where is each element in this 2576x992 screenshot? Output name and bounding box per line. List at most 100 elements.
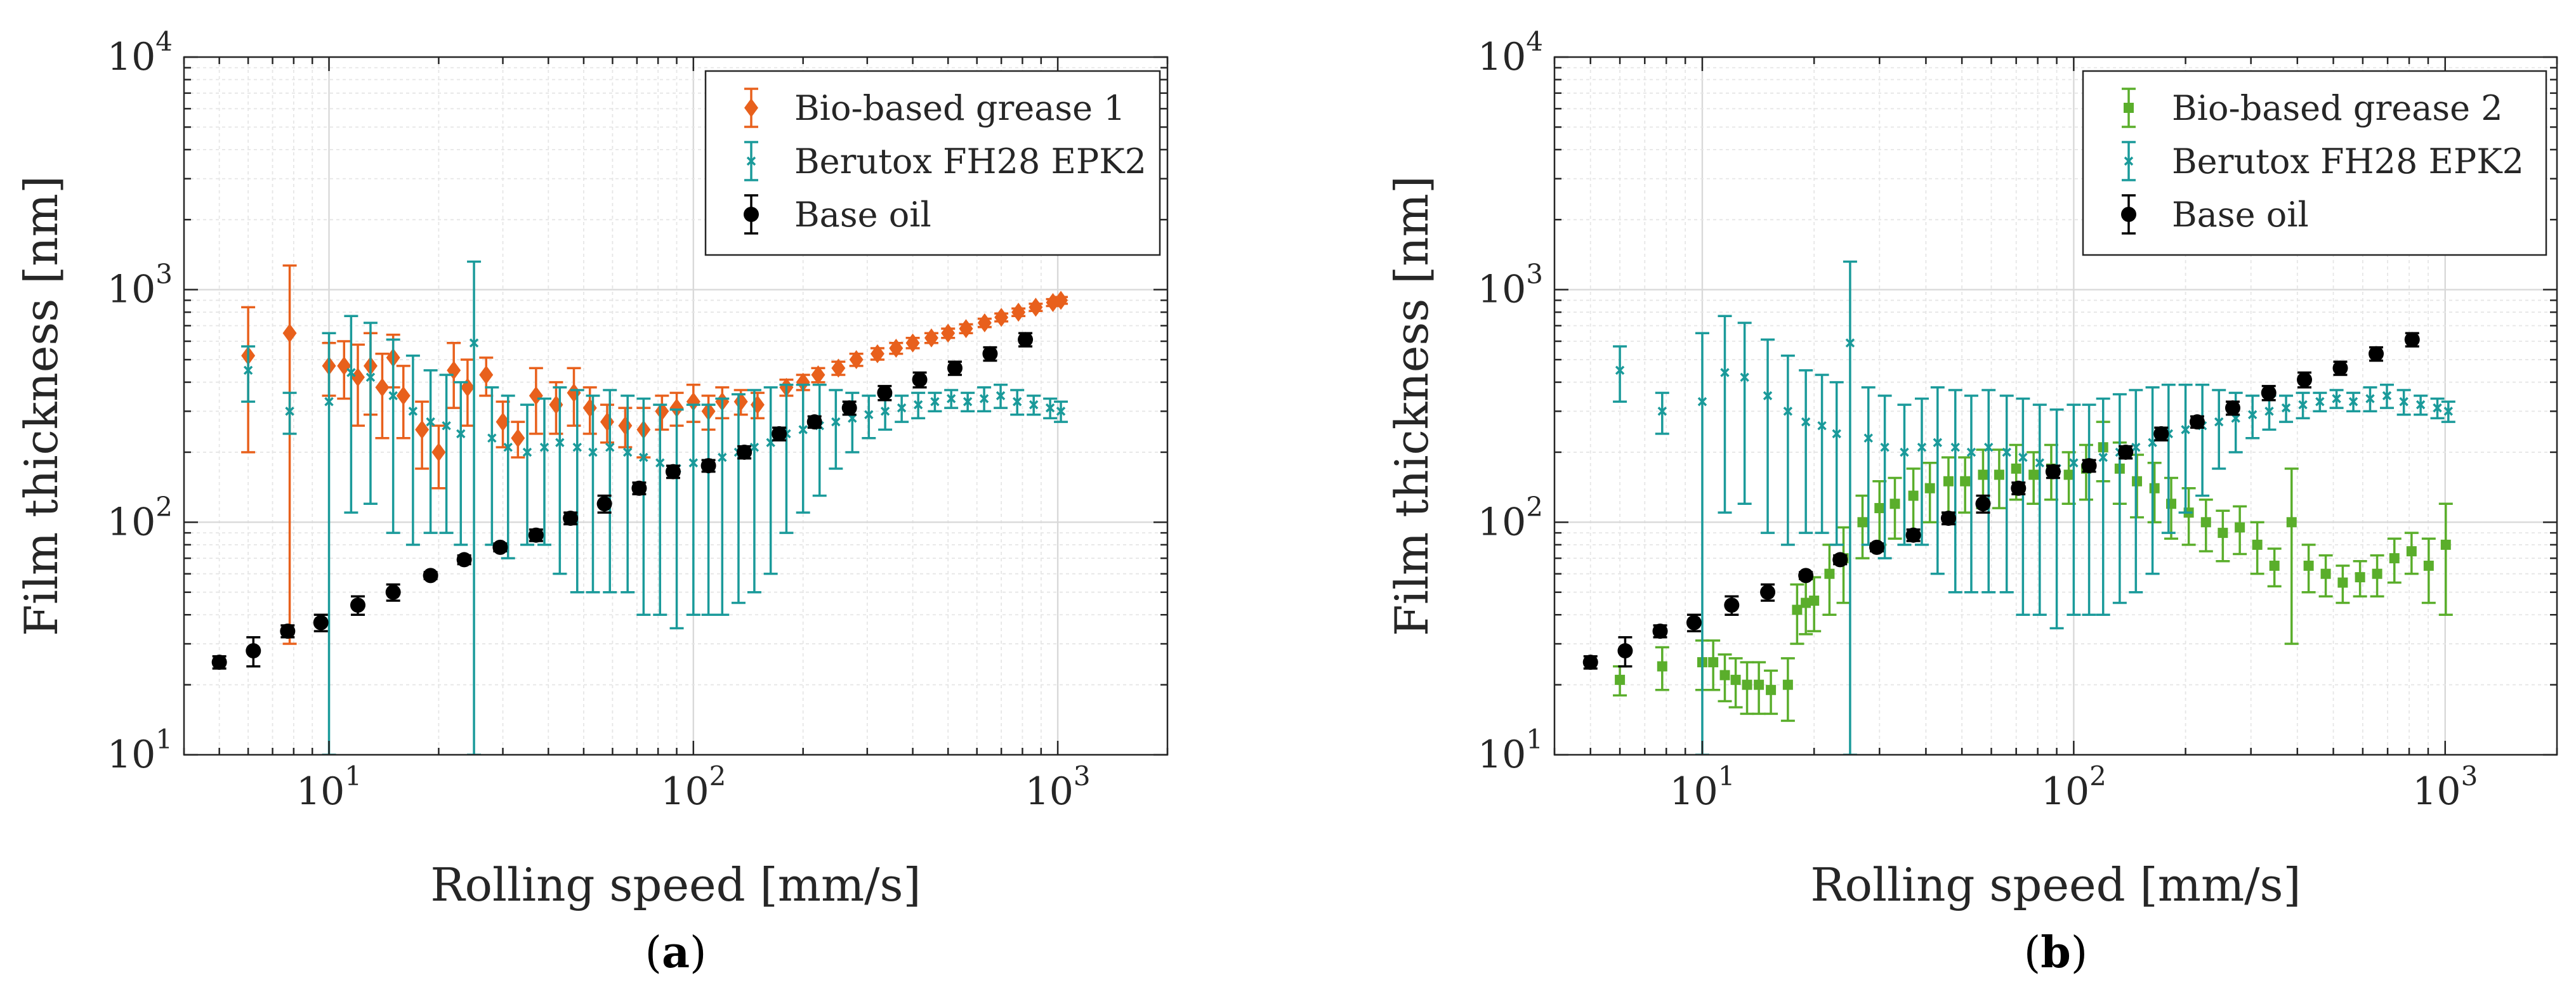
error-bar — [467, 260, 482, 755]
data-point — [2297, 372, 2313, 388]
data-point — [870, 344, 884, 363]
data-point — [1905, 527, 1921, 543]
error-bar — [763, 386, 778, 575]
y-tick-label-exponent: 2 — [155, 491, 173, 522]
data-point — [2365, 394, 2375, 403]
error-bar — [2112, 393, 2127, 604]
data-point — [567, 383, 581, 403]
data-point — [563, 511, 579, 526]
error-bar — [241, 345, 256, 403]
data-point — [1869, 539, 1884, 555]
data-point — [733, 392, 748, 412]
data-point — [1832, 429, 1841, 439]
error-bar — [405, 355, 420, 546]
data-point — [1657, 407, 1667, 416]
data-point — [2389, 553, 2400, 564]
data-point — [2189, 414, 2205, 430]
error-bar — [1761, 338, 1775, 534]
error-bar — [1877, 395, 1892, 559]
plot-area — [1582, 260, 2455, 755]
data-point — [280, 623, 296, 639]
error-bar — [1843, 260, 1857, 755]
axes-frame — [1553, 56, 2558, 756]
data-point — [1054, 290, 1068, 310]
series-0 — [241, 264, 1068, 645]
data-point — [798, 425, 808, 434]
data-point — [246, 643, 261, 659]
legend-label: Berutox FH28 EPK2 — [794, 141, 1147, 181]
x-tick-label: 101 — [296, 760, 362, 814]
error-bar — [621, 395, 635, 594]
data-point — [596, 496, 612, 512]
y-tick-label-base: 10 — [107, 733, 155, 777]
error-bar — [322, 332, 336, 755]
x-axis-label: Rolling speed [mm/s] — [1810, 858, 2301, 911]
error-bar — [1718, 315, 1732, 514]
data-point — [2281, 403, 2291, 413]
data-point — [2303, 560, 2314, 571]
x-tick-label-exponent: 1 — [345, 760, 362, 792]
data-point — [447, 360, 461, 380]
panel-label-letter: a — [662, 927, 690, 978]
data-point — [979, 394, 989, 403]
data-point — [2286, 517, 2297, 528]
data-point — [1766, 684, 1777, 695]
data-point — [1615, 674, 1626, 685]
data-point — [1782, 679, 1793, 690]
data-point — [2369, 346, 2384, 362]
data-point — [2018, 452, 2028, 462]
data-point — [1924, 483, 1935, 493]
y-axis-label: Film thickness [nm] — [15, 176, 68, 636]
panel-label-open: ( — [645, 928, 662, 978]
data-point — [385, 584, 401, 600]
data-point — [351, 367, 365, 387]
error-bar — [520, 403, 534, 546]
y-tick-label-exponent: 1 — [1526, 724, 1543, 755]
data-point — [1863, 433, 1873, 443]
error-bar — [653, 403, 667, 616]
y-tick-label-exponent: 2 — [1526, 491, 1543, 522]
data-point — [2218, 528, 2228, 538]
data-point — [442, 421, 451, 431]
error-bar — [2284, 467, 2299, 645]
data-point — [2028, 469, 2039, 480]
data-point — [1792, 604, 1803, 615]
data-point — [2118, 444, 2134, 460]
data-point — [2399, 396, 2408, 407]
data-point — [2320, 568, 2331, 579]
x-tick-label-exponent: 3 — [1074, 760, 1091, 792]
data-point — [1880, 442, 1889, 452]
data-point — [2181, 425, 2190, 434]
data-point — [2372, 568, 2382, 579]
data-point — [426, 417, 435, 427]
data-point — [496, 412, 510, 432]
error-bar — [1799, 369, 1813, 534]
error-bar — [2438, 502, 2453, 616]
data-point — [2045, 464, 2061, 480]
error-bar — [439, 374, 454, 534]
y-tick-label-base: 10 — [107, 35, 155, 79]
legend-label: Berutox FH28 EPK2 — [2172, 141, 2524, 181]
panel-label: (a) — [645, 927, 706, 978]
data-point — [1817, 421, 1827, 431]
error-bar — [796, 383, 810, 514]
data-point — [2264, 407, 2274, 416]
data-point — [2214, 417, 2224, 427]
x-tick-label: 101 — [1669, 760, 1735, 814]
data-point — [963, 396, 973, 407]
data-point — [337, 356, 352, 375]
data-point — [996, 391, 1006, 401]
data-point — [806, 414, 822, 430]
data-point — [211, 655, 227, 670]
data-point — [1652, 623, 1668, 639]
x-tick-label-base: 10 — [1669, 769, 1718, 814]
y-tick-label-exponent: 3 — [155, 259, 173, 290]
panel-label-close: ) — [2071, 928, 2088, 978]
data-point — [588, 447, 598, 457]
legend-marker-icon — [744, 98, 758, 117]
legend-marker-icon — [2124, 156, 2134, 166]
data-point — [2332, 394, 2341, 403]
data-point — [982, 346, 998, 362]
x-tick-label: 103 — [1025, 760, 1091, 814]
data-point — [1801, 417, 1811, 427]
